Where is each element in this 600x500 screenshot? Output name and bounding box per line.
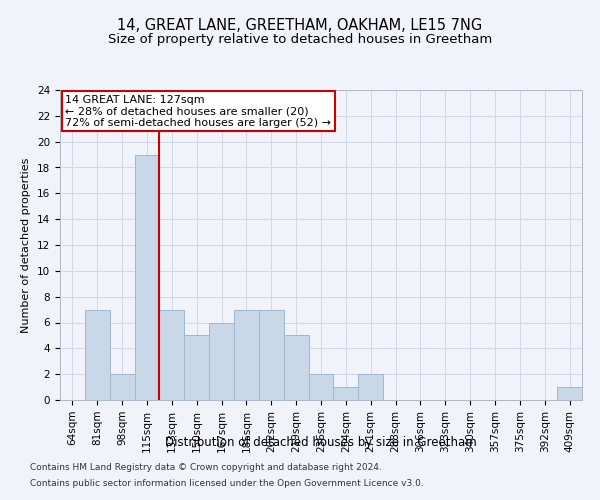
Bar xyxy=(234,310,259,400)
Y-axis label: Number of detached properties: Number of detached properties xyxy=(22,158,31,332)
Text: Distribution of detached houses by size in Greetham: Distribution of detached houses by size … xyxy=(165,436,477,449)
Bar xyxy=(284,336,308,400)
Bar xyxy=(557,387,582,400)
Text: Contains HM Land Registry data © Crown copyright and database right 2024.: Contains HM Land Registry data © Crown c… xyxy=(30,464,382,472)
Text: Size of property relative to detached houses in Greetham: Size of property relative to detached ho… xyxy=(108,32,492,46)
Bar xyxy=(110,374,134,400)
Bar xyxy=(184,336,209,400)
Text: Contains public sector information licensed under the Open Government Licence v3: Contains public sector information licen… xyxy=(30,478,424,488)
Text: 14 GREAT LANE: 127sqm
← 28% of detached houses are smaller (20)
72% of semi-deta: 14 GREAT LANE: 127sqm ← 28% of detached … xyxy=(65,94,331,128)
Bar xyxy=(358,374,383,400)
Bar xyxy=(134,154,160,400)
Bar xyxy=(85,310,110,400)
Bar xyxy=(259,310,284,400)
Bar xyxy=(308,374,334,400)
Text: 14, GREAT LANE, GREETHAM, OAKHAM, LE15 7NG: 14, GREAT LANE, GREETHAM, OAKHAM, LE15 7… xyxy=(118,18,482,32)
Bar xyxy=(209,322,234,400)
Bar xyxy=(160,310,184,400)
Bar xyxy=(334,387,358,400)
